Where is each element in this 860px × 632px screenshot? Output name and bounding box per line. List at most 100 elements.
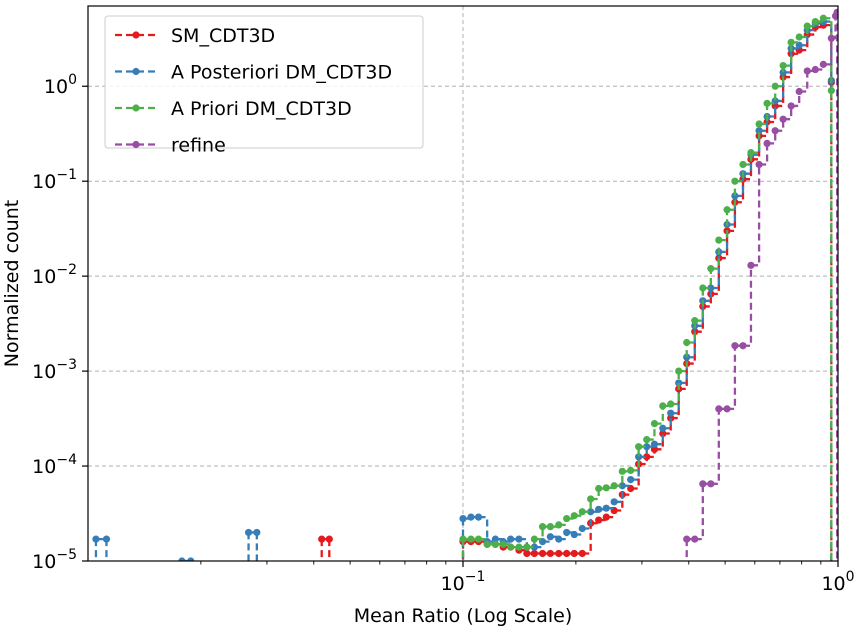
data-point xyxy=(803,67,811,75)
data-point xyxy=(771,82,779,90)
data-point xyxy=(819,14,827,22)
legend-label: refine xyxy=(171,135,226,157)
y-axis-label: Normalized count xyxy=(1,200,23,367)
data-point xyxy=(618,482,626,490)
data-point xyxy=(610,498,618,506)
data-point xyxy=(474,535,483,543)
data-point xyxy=(715,236,723,244)
data-point xyxy=(546,549,554,558)
data-point xyxy=(643,443,651,451)
x-axis-label: Mean Ratio (Log Scale) xyxy=(354,605,573,627)
data-point xyxy=(683,338,691,347)
data-point xyxy=(499,540,507,548)
data-point xyxy=(771,127,779,135)
data-point xyxy=(683,535,691,543)
data-point xyxy=(563,549,571,558)
y-tick-label: 100 xyxy=(44,72,77,98)
data-point xyxy=(795,87,803,96)
data-point xyxy=(555,549,563,558)
data-point xyxy=(467,513,475,521)
data-point xyxy=(827,34,835,42)
data-point xyxy=(253,528,261,537)
data-point xyxy=(102,535,111,543)
data-point xyxy=(530,549,538,558)
legend: SM_CDT3D A Posteriori DM_CDT3D A Priori DM… xyxy=(104,15,424,157)
data-point xyxy=(627,466,635,474)
data-point xyxy=(667,409,675,417)
data-point xyxy=(570,512,578,520)
data-point xyxy=(747,149,755,157)
legend-entry: A Posteriori DM_CDT3D xyxy=(115,62,392,84)
data-point xyxy=(515,543,523,551)
legend-marker xyxy=(132,104,140,112)
data-point xyxy=(474,513,483,521)
data-point xyxy=(555,535,563,543)
data-point xyxy=(819,60,827,68)
data-point xyxy=(779,115,787,123)
y-tick-label: 10−5 xyxy=(32,547,77,573)
data-point xyxy=(602,484,610,492)
data-point xyxy=(731,342,739,350)
series-refine xyxy=(683,8,838,561)
data-point xyxy=(787,102,795,110)
data-point xyxy=(325,535,333,543)
data-point xyxy=(731,177,739,185)
data-point xyxy=(459,514,467,523)
data-point xyxy=(683,353,691,361)
data-point xyxy=(723,206,731,214)
data-point xyxy=(659,402,667,410)
legend-label: A Posteriori DM_CDT3D xyxy=(171,62,392,84)
legend-box xyxy=(104,15,424,149)
data-point xyxy=(635,453,643,461)
data-point xyxy=(546,533,554,541)
data-point xyxy=(92,535,100,543)
data-point xyxy=(643,453,651,461)
data-point xyxy=(507,543,515,551)
data-point xyxy=(318,535,326,543)
data-point xyxy=(538,523,547,531)
data-point xyxy=(779,61,787,70)
x-tick-label: 10−1 xyxy=(441,569,486,595)
data-point xyxy=(803,22,811,30)
data-point xyxy=(747,261,755,269)
data-point xyxy=(635,443,643,451)
data-point xyxy=(763,139,771,148)
data-point xyxy=(755,120,763,128)
data-point xyxy=(787,38,795,46)
data-point xyxy=(563,528,571,537)
data-point xyxy=(610,482,618,490)
data-point xyxy=(546,523,554,531)
data-point xyxy=(602,513,610,521)
data-point xyxy=(699,284,707,292)
grid xyxy=(88,6,838,561)
data-point xyxy=(587,495,595,503)
legend-marker xyxy=(132,67,140,76)
data-point xyxy=(530,543,538,551)
data-point xyxy=(675,379,683,387)
data-point xyxy=(563,514,571,523)
data-point xyxy=(570,530,578,539)
legend-marker xyxy=(132,140,140,149)
data-point xyxy=(602,504,610,512)
data-point xyxy=(691,317,699,325)
data-point xyxy=(595,484,603,493)
data-point xyxy=(578,508,586,516)
data-point xyxy=(595,505,603,513)
data-point xyxy=(618,467,626,475)
data-point xyxy=(595,516,603,524)
data-point xyxy=(578,524,586,533)
data-point xyxy=(707,265,715,273)
legend-entry: refine xyxy=(115,135,226,157)
data-point xyxy=(507,535,515,543)
y-tick-label: 10−2 xyxy=(32,262,77,288)
y-tick-label: 10−4 xyxy=(32,452,77,478)
data-point xyxy=(515,535,523,543)
data-point xyxy=(827,86,835,95)
data-point xyxy=(707,284,715,292)
data-point xyxy=(723,405,731,413)
data-point xyxy=(667,400,675,408)
data-point xyxy=(699,480,707,488)
legend-label: A Priori DM_CDT3D xyxy=(171,98,352,120)
data-point xyxy=(187,557,195,561)
